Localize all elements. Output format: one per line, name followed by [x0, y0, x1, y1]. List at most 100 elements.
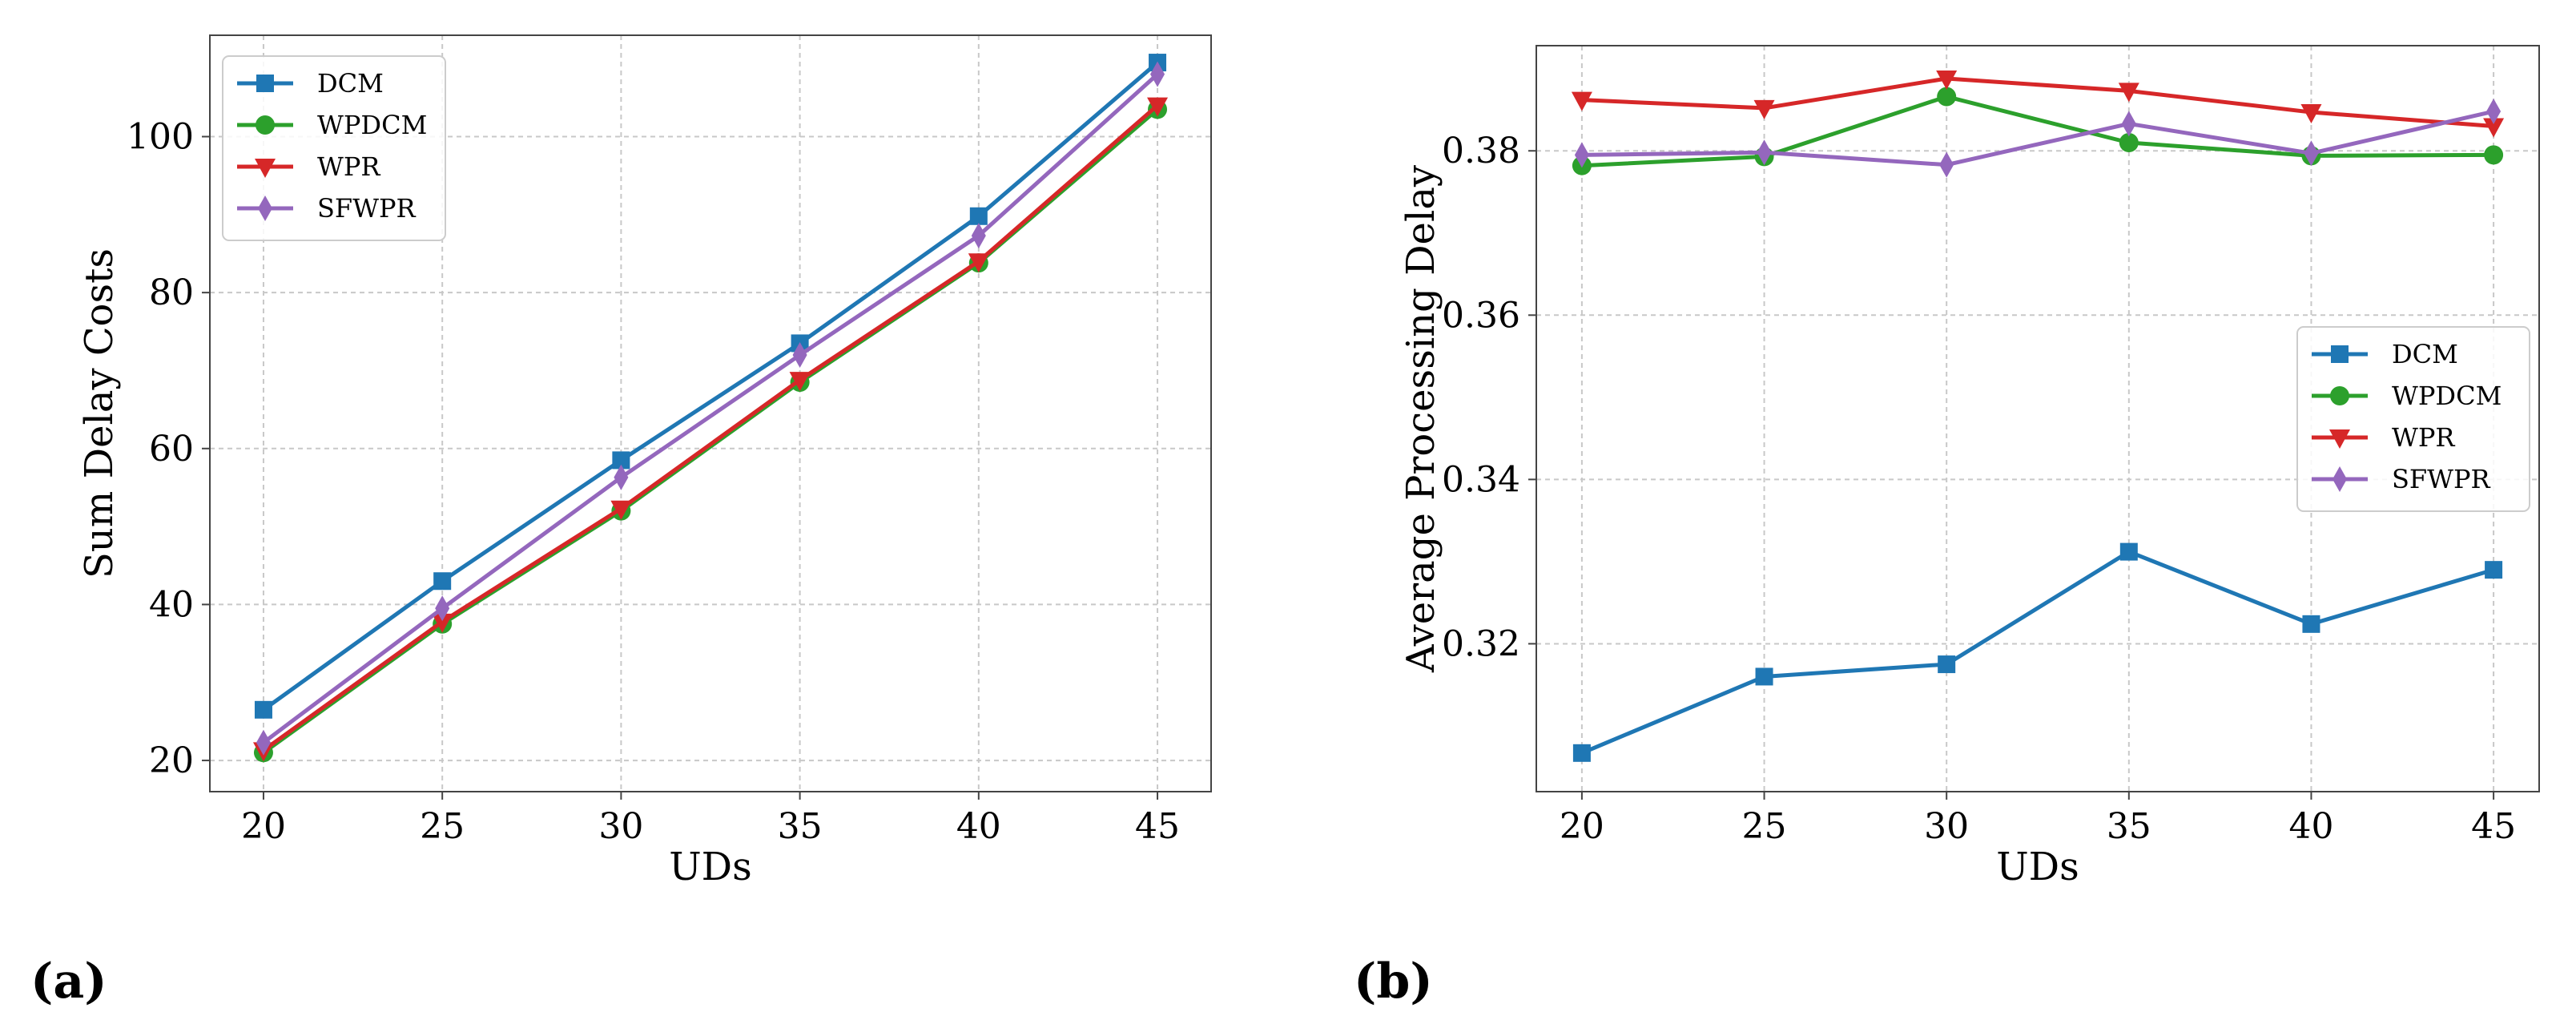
legend-label: WPDCM [317, 110, 427, 140]
data-point-wpr [2300, 104, 2322, 124]
series-line-wpr [262, 103, 1159, 752]
series-line-wpdcm [1581, 95, 2494, 168]
data-point-sfwpr [1150, 61, 1165, 87]
data-point-sfwpr [2121, 111, 2136, 137]
legend-label: WPDCM [2392, 381, 2502, 411]
x-axis-label: UDs [669, 845, 752, 889]
series-line-wpr [1581, 76, 2494, 128]
series-sfwpr [256, 61, 1165, 756]
data-point-dcm [1572, 744, 1591, 762]
legend: DCM WPDCM WPR SFWPR [2296, 326, 2530, 512]
data-point-sfwpr [792, 342, 807, 369]
data-point-dcm [254, 700, 272, 719]
x-axis-label: UDs [1996, 845, 2079, 889]
data-point-dcm [433, 572, 452, 591]
x-tick-label: 40 [956, 806, 1001, 847]
legend-label: SFWPR [2392, 464, 2491, 494]
data-point-sfwpr [614, 464, 629, 490]
data-point-wpdcm [1937, 87, 1957, 107]
legend-item-wpr: WPR [237, 151, 380, 182]
data-point-wpr [1936, 71, 1958, 91]
series-wpr [1571, 71, 2505, 138]
data-point-wpr [789, 372, 811, 392]
data-point-wpr [1147, 97, 1169, 117]
legend-label: WPR [317, 151, 380, 182]
legend-marker [256, 75, 274, 92]
panel-label: (b) [1354, 953, 1433, 1010]
data-point-dcm [1938, 655, 1956, 674]
series-line-dcm [262, 61, 1159, 712]
series-line-sfwpr [262, 72, 1159, 744]
legend-item-dcm: DCM [2312, 339, 2458, 369]
y-tick-label: 0.36 [1442, 295, 1520, 336]
x-tick-label: 20 [241, 806, 286, 847]
data-point-wpdcm [2119, 132, 2139, 152]
plot-area-frame [209, 34, 1212, 792]
y-tick-label: 0.32 [1442, 623, 1520, 664]
data-point-wpr [432, 613, 453, 633]
chart-panel-a: 20 25 30 35 40 45 20 40 60 80 100 UDs Sum Delay Cost… [30, 34, 1212, 1010]
data-point-wpr [968, 253, 989, 273]
x-tick-label: 30 [598, 806, 643, 847]
x-tick-label: 30 [1924, 806, 1969, 847]
y-tick-label: 0.38 [1442, 131, 1520, 171]
data-point-wpr [1753, 99, 1775, 119]
data-point-sfwpr [2486, 99, 2502, 125]
legend-item-wpdcm: WPDCM [2312, 381, 2502, 411]
series-dcm [254, 54, 1167, 719]
data-point-sfwpr [1574, 142, 1589, 168]
data-point-sfwpr [1757, 139, 1772, 166]
data-point-dcm [969, 207, 988, 225]
y-tick-label: 80 [149, 272, 194, 313]
data-point-dcm [2485, 561, 2503, 579]
series-line-dcm [1580, 550, 2494, 756]
data-point-dcm [2302, 615, 2320, 633]
panel-label: (a) [30, 953, 107, 1010]
x-tick-label: 20 [1560, 806, 1604, 847]
legend-marker [2332, 466, 2347, 492]
series-line-sfwpr [1581, 109, 2494, 167]
legend-marker [258, 196, 272, 221]
legend-marker [2329, 429, 2350, 449]
legend-marker [2330, 386, 2349, 405]
x-tick-label: 40 [2288, 806, 2333, 847]
legend-label: SFWPR [317, 193, 417, 224]
x-tick-label: 25 [420, 806, 465, 847]
data-point-dcm [1755, 667, 1773, 686]
legend-label: DCM [317, 68, 384, 99]
data-point-wpr [2118, 83, 2139, 103]
data-point-dcm [612, 451, 630, 470]
legend-item-sfwpr: SFWPR [2312, 464, 2491, 494]
data-point-sfwpr [435, 595, 450, 622]
x-tick-label: 35 [778, 806, 823, 847]
series-sfwpr [1574, 99, 2502, 178]
legend-box [2296, 326, 2530, 512]
data-point-wpr [610, 500, 632, 520]
x-tick-label: 25 [1742, 806, 1787, 847]
data-point-sfwpr [971, 223, 986, 249]
y-tick-label: 20 [149, 740, 194, 781]
y-tick-label: 40 [149, 584, 194, 625]
y-tick-label: 100 [127, 117, 194, 158]
data-point-sfwpr [2304, 140, 2319, 167]
data-point-wpdcm [2484, 145, 2504, 165]
x-tick-label: 45 [1135, 806, 1180, 847]
series-dcm [1572, 542, 2503, 762]
data-point-wpr [1571, 91, 1592, 111]
y-tick-label: 60 [149, 429, 194, 470]
legend-label: DCM [2392, 339, 2458, 369]
legend-item-dcm: DCM [237, 68, 384, 99]
y-axis-label: Average Processing Delay [1399, 165, 1443, 673]
y-tick-label: 0.34 [1442, 459, 1520, 500]
series-wpdcm [1572, 87, 2504, 175]
data-point-wpr [2483, 118, 2505, 138]
legend-item-wpr: WPR [2312, 422, 2455, 453]
legend: DCM WPDCM WPR SFWPR [222, 55, 446, 241]
data-point-sfwpr [1939, 151, 1954, 178]
chart-panel-b: 20 25 30 35 40 45 0.32 0.34 0.36 0.38 UDs Average P… [1354, 45, 2540, 1010]
plot-area-frame [1536, 45, 2540, 792]
x-tick-label: 45 [2471, 806, 2516, 847]
legend-marker [255, 159, 276, 178]
legend-label: WPR [2392, 422, 2455, 453]
